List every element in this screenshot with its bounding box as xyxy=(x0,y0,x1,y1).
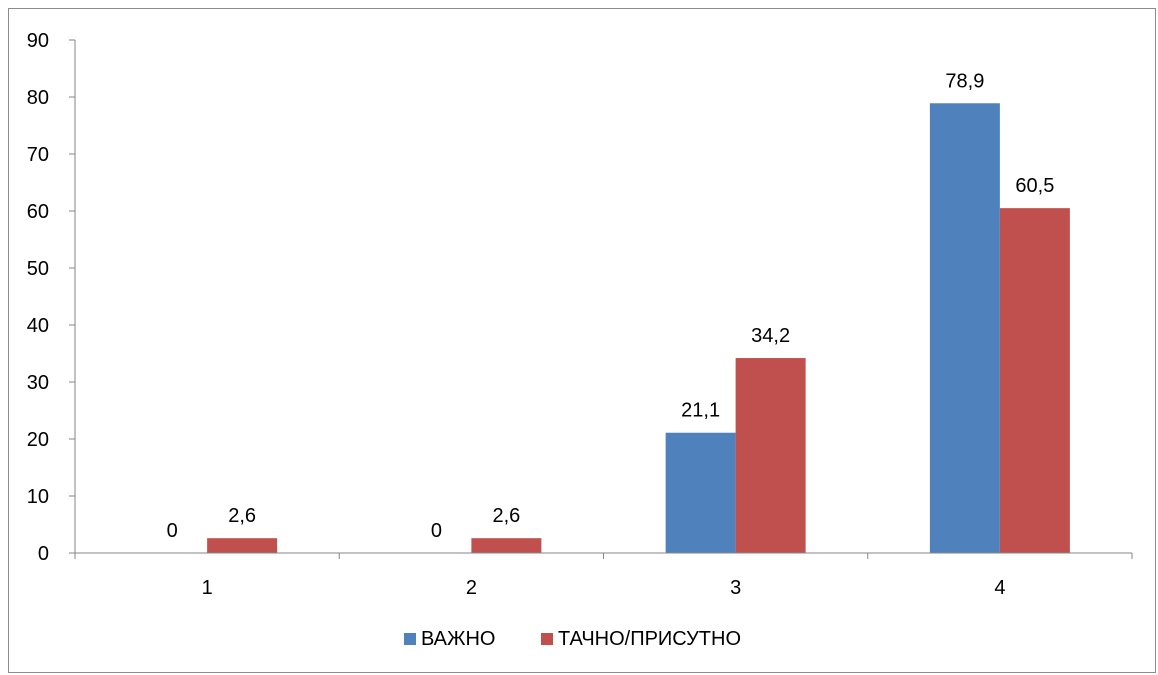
data-label: 60,5 xyxy=(1015,175,1054,197)
y-axis-ticks: 0 10 20 30 40 50 60 70 80 90 xyxy=(27,30,75,565)
data-label: 21,1 xyxy=(681,400,720,422)
axes xyxy=(74,40,1133,559)
y-tick-label: 0 xyxy=(38,543,49,565)
data-label: 78,9 xyxy=(945,70,984,92)
bar-tachno-4 xyxy=(999,208,1070,553)
y-tick-label: 20 xyxy=(27,429,49,451)
y-tick-label: 80 xyxy=(27,87,49,109)
y-tick-label: 40 xyxy=(27,315,49,337)
y-tick-label: 70 xyxy=(27,144,49,166)
x-tick-label: 1 xyxy=(202,577,213,599)
bars xyxy=(207,103,1070,554)
y-tick-label: 50 xyxy=(27,258,49,280)
data-label: 2,6 xyxy=(228,505,256,527)
y-tick-label: 90 xyxy=(27,30,49,52)
bar-tachno-2 xyxy=(471,538,542,553)
bar-tachno-3 xyxy=(735,358,806,553)
legend: ВАЖНО ТАЧНО/ПРИСУТНО xyxy=(404,628,741,650)
legend-label: ТАЧНО/ПРИСУТНО xyxy=(558,628,741,650)
data-label: 2,6 xyxy=(492,505,520,527)
y-tick-label: 60 xyxy=(27,201,49,223)
legend-swatch xyxy=(404,633,416,645)
legend-swatch xyxy=(541,633,553,645)
data-label: 34,2 xyxy=(751,325,790,347)
data-labels: 0 2,6 0 2,6 21,1 34,2 78,9 60,5 xyxy=(167,70,1055,542)
x-tick-label: 4 xyxy=(994,577,1005,599)
x-axis-category-labels: 1 2 3 4 xyxy=(202,577,1006,599)
x-tick-label: 3 xyxy=(730,577,741,599)
x-tick-label: 2 xyxy=(466,577,477,599)
bar-vazhno-4 xyxy=(929,103,1000,554)
y-tick-label: 10 xyxy=(27,486,49,508)
y-tick-label: 30 xyxy=(27,372,49,394)
data-label: 0 xyxy=(167,520,178,542)
legend-label: ВАЖНО xyxy=(421,628,495,650)
bar-tachno-1 xyxy=(207,538,278,553)
bar-vazhno-3 xyxy=(665,432,736,553)
data-label: 0 xyxy=(431,520,442,542)
